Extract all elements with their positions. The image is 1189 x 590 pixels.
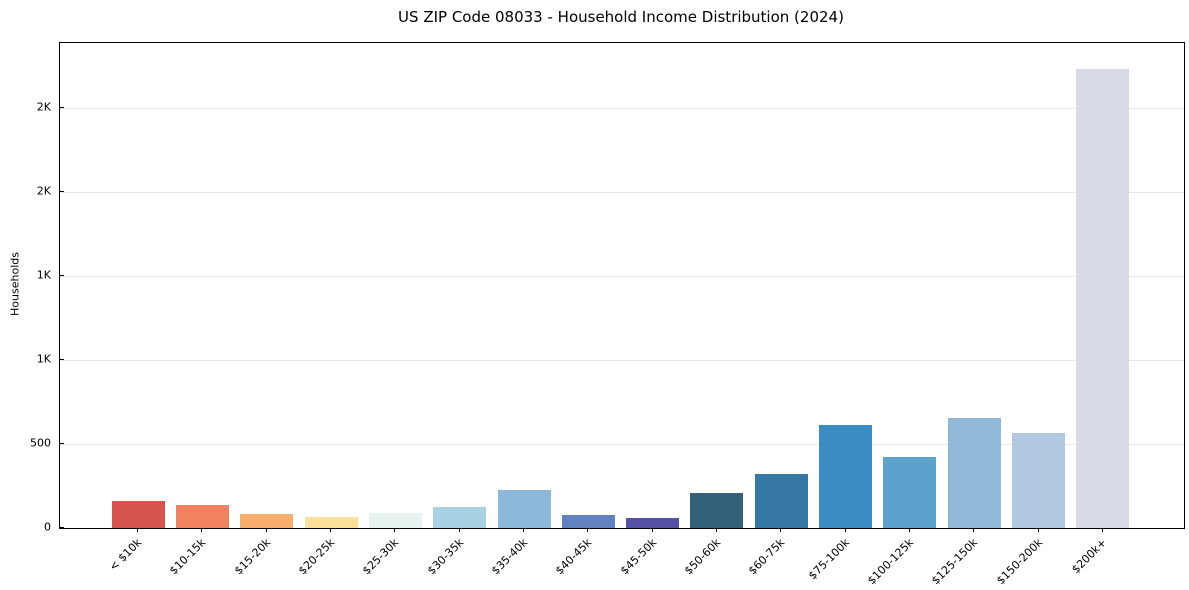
bar-$125-150k xyxy=(947,418,1001,528)
bar-$30-35k xyxy=(433,506,487,528)
x-tick xyxy=(523,528,525,532)
x-tick-label: $50-60k xyxy=(681,536,724,578)
bar-slot xyxy=(813,43,877,528)
x-tick xyxy=(1037,528,1039,532)
bar-slot xyxy=(621,43,685,528)
x-tick-label: $45-50k xyxy=(617,536,659,578)
bar-$100-125k xyxy=(883,457,937,528)
x-tick-label: $150-200k xyxy=(993,536,1045,588)
x-tick-label: $100-125k xyxy=(864,536,917,588)
x-tick xyxy=(973,528,975,532)
x-tick xyxy=(458,528,460,532)
gridline xyxy=(60,359,1184,361)
bar-slot xyxy=(235,43,299,528)
y-tick-label: 2K xyxy=(36,100,51,114)
bars-container xyxy=(60,43,1184,528)
x-tick xyxy=(587,528,589,532)
y-tick xyxy=(60,190,64,192)
x-tick xyxy=(137,528,139,532)
bar-slot xyxy=(492,43,556,528)
bar-$75-100k xyxy=(819,424,873,528)
x-tick xyxy=(265,528,267,532)
y-tick-label: 0 xyxy=(44,520,51,534)
bar-slot xyxy=(878,43,942,528)
x-tick-label: $25-30k xyxy=(360,536,402,578)
bar-slot xyxy=(1006,43,1070,528)
x-tick-label: $40-45k xyxy=(553,536,595,578)
bar-< $10k xyxy=(111,501,165,528)
x-tick xyxy=(330,528,332,532)
x-tick xyxy=(651,528,653,532)
x-tick-label: $75-100k xyxy=(805,536,852,583)
bar-slot xyxy=(428,43,492,528)
gridline xyxy=(60,191,1184,193)
bar-$20-25k xyxy=(304,516,358,528)
x-tick-label: $35-40k xyxy=(488,536,531,578)
x-tick xyxy=(1101,528,1103,532)
y-tick xyxy=(60,106,64,108)
bar-$25-30k xyxy=(368,512,422,528)
x-tick-label: $60-75k xyxy=(746,536,788,578)
bar-$60-75k xyxy=(754,473,808,528)
y-tick xyxy=(60,274,64,276)
bar-slot xyxy=(299,43,363,528)
bar-$40-45k xyxy=(561,515,615,528)
bar-slot xyxy=(749,43,813,528)
bar-$15-20k xyxy=(240,513,294,528)
gridline xyxy=(60,275,1184,277)
x-tick-label: $20-25k xyxy=(296,536,338,578)
y-tick-label: 1K xyxy=(36,352,51,366)
x-tick xyxy=(844,528,846,532)
bar-$150-200k xyxy=(1012,432,1066,528)
bar-slot xyxy=(556,43,620,528)
x-tick xyxy=(908,528,910,532)
x-tick-label: $30-35k xyxy=(424,536,466,578)
chart-title: US ZIP Code 08033 - Household Income Dis… xyxy=(398,8,844,26)
x-tick-label: $125-150k xyxy=(929,536,981,588)
y-tick-label: 500 xyxy=(30,436,51,450)
bar-$50-60k xyxy=(690,493,744,528)
x-tick xyxy=(201,528,203,532)
bar-slot xyxy=(363,43,427,528)
x-tick-label: < $10k xyxy=(106,536,145,574)
bar-slot xyxy=(106,43,170,528)
y-tick xyxy=(60,527,64,528)
x-tick xyxy=(394,528,396,532)
bar-slot xyxy=(1071,43,1135,528)
bar-$45-50k xyxy=(626,518,680,528)
y-tick-label: 2K xyxy=(36,184,51,198)
gridline xyxy=(60,443,1184,445)
y-tick xyxy=(60,442,64,444)
bar-$200k+ xyxy=(1076,69,1130,528)
x-tick xyxy=(780,528,782,532)
x-tick xyxy=(715,528,717,532)
y-tick-label: 1K xyxy=(36,268,51,282)
y-tick xyxy=(60,358,64,360)
x-tick-label: $10-15k xyxy=(167,536,209,578)
y-axis-label: Households xyxy=(8,252,22,316)
gridline xyxy=(60,107,1184,109)
x-tick-label: $15-20k xyxy=(231,536,273,578)
bar-slot xyxy=(685,43,749,528)
bar-slot xyxy=(942,43,1006,528)
x-tick-label: $200k+ xyxy=(1069,536,1110,577)
bar-slot xyxy=(170,43,234,528)
bar-$35-40k xyxy=(497,490,551,528)
bar-$10-15k xyxy=(175,504,229,528)
plot-area xyxy=(59,42,1185,529)
